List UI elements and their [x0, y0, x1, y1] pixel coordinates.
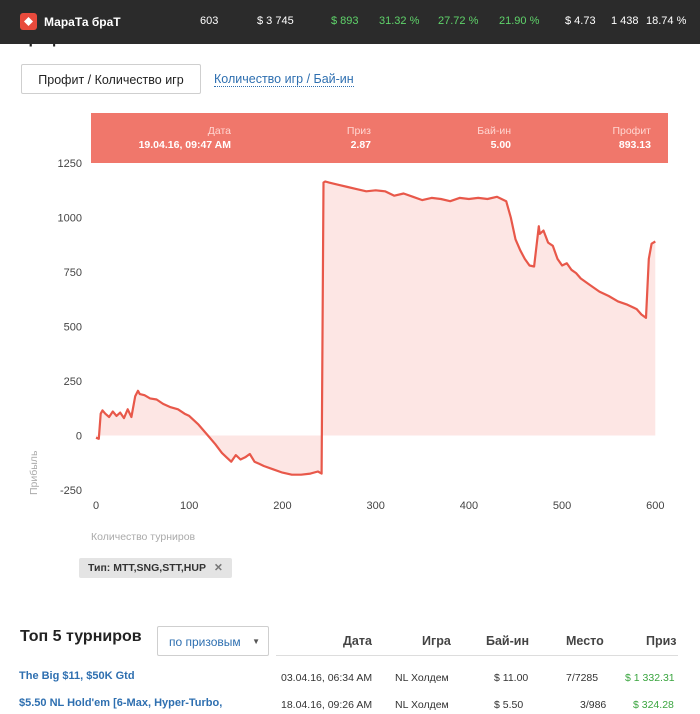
x-tick-label: 600 [646, 500, 664, 512]
avg-buyin: $ 4.73 [565, 15, 596, 27]
x-tick-label: 400 [460, 500, 478, 512]
col-prize[interactable]: Приз [646, 634, 677, 648]
tab-games-buyin[interactable]: Количество игр / Бай-ин [214, 72, 354, 87]
tooltip-buyin-label: Бай-ин [477, 125, 511, 137]
row-buyin: $ 11.00 [494, 672, 529, 684]
filter-label: Тип: MTT,SNG,STT,HUP [88, 562, 206, 574]
profit-value: $ 893 [331, 15, 359, 27]
x-tick-label: 500 [553, 500, 571, 512]
col-date[interactable]: Дата [343, 634, 372, 648]
tooltip-profit: Профит 893.13 [591, 125, 651, 151]
x-tick-label: 100 [180, 500, 198, 512]
tooltip-date-label: Дата [207, 125, 231, 137]
y-tick-label: 500 [64, 322, 82, 334]
games-count: 603 [200, 15, 219, 27]
row-prize: $ 324.28 [633, 699, 674, 711]
col-buyin[interactable]: Бай-ин [486, 634, 530, 648]
area-fill-positive [96, 181, 656, 475]
row-date: 03.04.16, 06:34 AM [281, 672, 373, 684]
chevron-down-icon: ▼ [252, 637, 260, 646]
x-tick-label: 0 [93, 500, 99, 512]
y-tick-label: 750 [64, 267, 82, 279]
x-tick-label: 200 [273, 500, 291, 512]
tooltip-date-value: 19.04.16, 09:47 AM [138, 139, 231, 151]
stat-pct-3: 21.90 % [499, 15, 540, 27]
x-axis-label: Количество турниров [91, 531, 196, 543]
y-tick-label: 1250 [58, 158, 82, 170]
row-date: 18.04.16, 09:26 AM [281, 699, 373, 711]
row-prize: $ 1 332.31 [625, 672, 675, 684]
row-game: NL Холдем [395, 672, 449, 684]
stat-pct-2: 27.72 % [438, 15, 479, 27]
tooltip-date: Дата 19.04.16, 09:47 AM [131, 125, 231, 151]
y-tick-label: -250 [60, 485, 82, 497]
y-tick-label: 1000 [58, 213, 82, 225]
col-game[interactable]: Игра [422, 634, 451, 648]
close-icon[interactable]: ✕ [213, 562, 223, 574]
tooltip-profit-label: Профит [612, 125, 651, 137]
chart-tooltip: Дата 19.04.16, 09:47 AM Приз 2.87 Бай-ин… [91, 113, 668, 163]
stat-count: 1 438 [611, 15, 639, 27]
row-place: 7/7285 [566, 672, 599, 684]
row-game: NL Холдем [395, 699, 449, 711]
tooltip-prize-value: 2.87 [350, 139, 371, 151]
y-tick-label: 0 [76, 431, 82, 443]
row-place: 3/986 [580, 699, 607, 711]
top-stats-overlay: МараТа браТ 603 $ 3 745 $ 893 31.32 % 27… [0, 0, 700, 44]
tournament-name[interactable]: $5.50 NL Hold'em [6-Max, Hyper-Turbo, [19, 697, 223, 709]
col-place[interactable]: Место [566, 634, 604, 648]
sort-dropdown[interactable]: по призовым ▼ [157, 626, 269, 656]
top5-title: Топ 5 турниров [20, 628, 142, 645]
tooltip-prize-label: Приз [346, 125, 371, 137]
stat-pct-1: 31.32 % [379, 15, 420, 27]
tournament-name[interactable]: The Big $11, $50K Gtd [19, 670, 135, 682]
tab-profit-games[interactable]: Профит / Количество игр [21, 64, 201, 94]
row-buyin: $ 5.50 [494, 699, 524, 711]
sort-dropdown-label: по призовым [169, 635, 241, 649]
player-name[interactable]: МараТа браТ [44, 15, 121, 29]
type-filter-chip[interactable]: Тип: MTT,SNG,STT,HUP ✕ [79, 558, 232, 578]
stat-pct-4: 18.74 % [646, 15, 687, 27]
tooltip-profit-value: 893.13 [618, 139, 651, 151]
y-tick-label: 250 [64, 376, 82, 388]
y-axis-label: Прибыль [28, 450, 40, 495]
tooltip-prize: Приз 2.87 [321, 125, 371, 151]
tooltip-buyin: Бай-ин 5.00 [461, 125, 511, 151]
profit-line [95, 180, 656, 476]
total-profit: $ 3 745 [257, 15, 294, 27]
x-tick-label: 300 [366, 500, 384, 512]
profit-chart: -250 0 250 500 750 1000 1250 0 100 200 300 400 500 6… [28, 158, 665, 543]
table-header-divider [276, 655, 678, 656]
tooltip-buyin-value: 5.00 [490, 139, 511, 151]
logo-icon [20, 13, 37, 30]
